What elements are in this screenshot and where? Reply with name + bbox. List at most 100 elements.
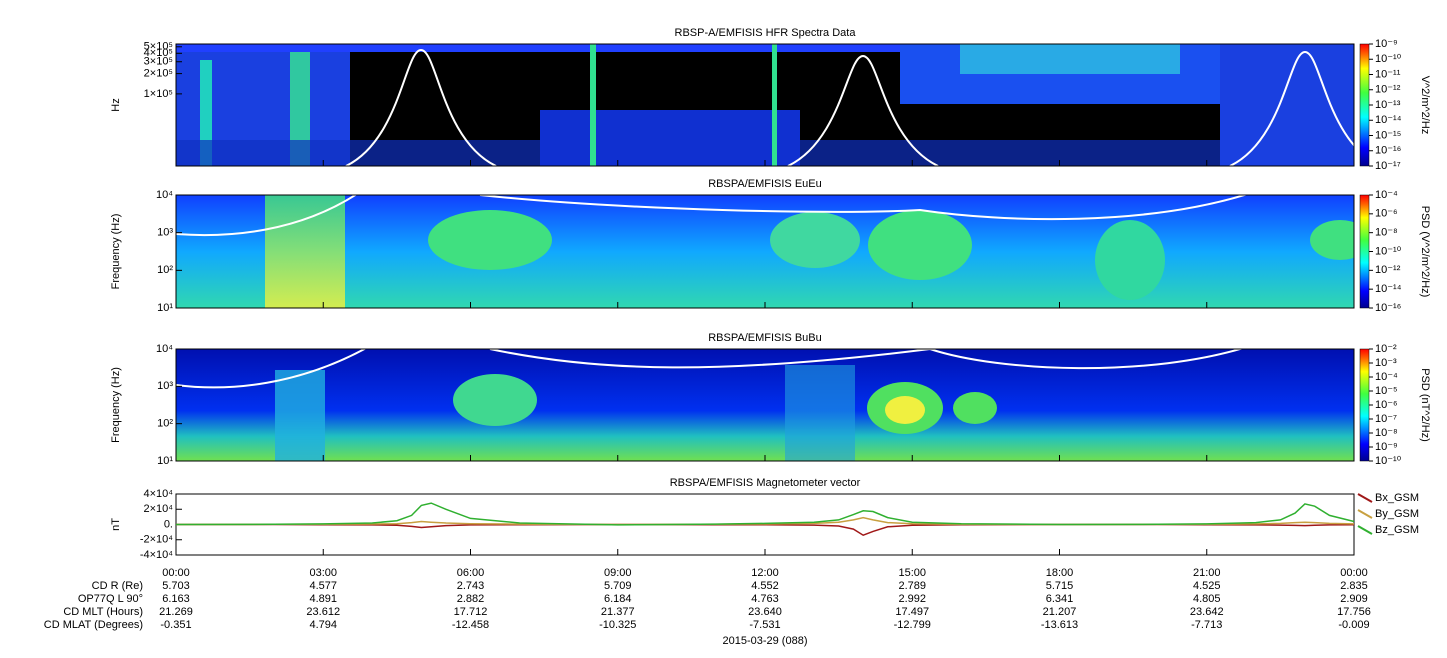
y-tick-label: 10¹ [157, 302, 173, 314]
x-tick-label: 09:00 [604, 567, 632, 579]
legend-swatch [1357, 509, 1373, 519]
ephemeris-value: -0.009 [1338, 619, 1369, 631]
ephemeris-value: -12.799 [894, 619, 931, 631]
colorbar-tick-label: 10⁻¹⁶ [1375, 302, 1401, 314]
series-line [175, 516, 1355, 526]
colorbar-label: PSD (nT^2/Hz) [1419, 368, 1431, 442]
colorbar-label: PSD (V^2/m^2/Hz) [1419, 206, 1431, 298]
chart-title: RBSPA/EMFISIS EuEu [708, 178, 822, 190]
ephemeris-value: 21.377 [601, 606, 635, 618]
colorbar-tick-label: 10⁻¹⁰ [1375, 455, 1402, 467]
x-tick-label: 00:00 [1340, 567, 1368, 579]
spectrogram-image [176, 44, 1354, 166]
x-tick-label: 00:00 [162, 567, 190, 579]
colorbar [1359, 43, 1370, 167]
legend-label: Bx_GSM [1375, 492, 1419, 504]
x-tick-label: 15:00 [898, 567, 926, 579]
y-axis-label: Hz [110, 98, 122, 111]
y-tick-label: 3×10⁵ [144, 56, 173, 68]
colorbar-tick-label: 10⁻⁸ [1375, 427, 1398, 439]
ephemeris-value: 2.882 [457, 593, 485, 605]
spectrogram-image [176, 349, 1354, 461]
ephemeris-value: 23.612 [306, 606, 340, 618]
y-tick-label: 10³ [157, 380, 173, 392]
ephemeris-value: -13.613 [1041, 619, 1078, 631]
series-line [175, 502, 1355, 526]
y-tick-label: 10⁴ [156, 343, 173, 355]
ephemeris-value: 17.497 [895, 606, 929, 618]
legend-label: By_GSM [1375, 508, 1419, 520]
y-tick-label: 0. [164, 518, 173, 530]
series-line [176, 523, 1355, 537]
colorbar-tick-label: 10⁻⁶ [1375, 208, 1398, 220]
colorbar-tick-label: 10⁻¹¹ [1375, 68, 1401, 80]
ephemeris-value: 17.712 [454, 606, 488, 618]
colorbar-tick-label: 10⁻⁴ [1375, 371, 1398, 383]
y-tick-label: 10⁴ [156, 189, 173, 201]
ephemeris-value: 4.552 [751, 580, 779, 592]
ephemeris-value: 4.525 [1193, 580, 1221, 592]
ephemeris-value: 2.909 [1340, 593, 1368, 605]
colorbar-tick-label: 10⁻⁸ [1375, 227, 1398, 239]
ephemeris-value: 17.756 [1337, 606, 1371, 618]
ephemeris-value: 6.184 [604, 593, 632, 605]
colorbar-tick-label: 10⁻⁴ [1375, 189, 1398, 201]
date-label: 2015-03-29 (088) [722, 635, 807, 647]
colorbar-tick-label: 10⁻³ [1375, 357, 1397, 369]
y-axis-label: Frequency (Hz) [110, 214, 122, 290]
ephemeris-value: 2.992 [898, 593, 926, 605]
x-tick-label: 18:00 [1046, 567, 1074, 579]
colorbar-tick-label: 10⁻⁹ [1375, 38, 1398, 50]
colorbar-label: V^2/m^2/Hz [1419, 76, 1431, 135]
colorbar-tick-label: 10⁻¹² [1375, 264, 1401, 276]
legend-label: Bz_GSM [1375, 524, 1419, 536]
ephemeris-value: 4.763 [751, 593, 779, 605]
ephemeris-value: 23.642 [1190, 606, 1224, 618]
y-tick-label: 4×10⁴ [143, 488, 173, 500]
ephemeris-label: CD MLAT (Degrees) [44, 619, 143, 631]
colorbar-tick-label: 10⁻⁷ [1375, 413, 1397, 425]
ephemeris-value: 2.835 [1340, 580, 1368, 592]
ephemeris-value: 4.577 [309, 580, 337, 592]
ephemeris-value: -0.351 [160, 619, 191, 631]
ephemeris-value: -7.713 [1191, 619, 1222, 631]
colorbar-tick-label: 10⁻¹⁰ [1375, 53, 1402, 65]
chart-title: RBSPA/EMFISIS Magnetometer vector [670, 477, 861, 489]
colorbar-tick-label: 10⁻⁶ [1375, 399, 1398, 411]
ephemeris-value: 21.269 [159, 606, 193, 618]
x-tick-label: 21:00 [1193, 567, 1221, 579]
ephemeris-value: 6.341 [1046, 593, 1074, 605]
colorbar-tick-label: 10⁻¹⁰ [1375, 245, 1402, 257]
y-tick-label: -2×10⁴ [140, 534, 173, 546]
colorbar-tick-label: 10⁻¹⁵ [1375, 129, 1401, 141]
legend-swatch [1357, 493, 1373, 503]
ephemeris-value: 21.207 [1043, 606, 1077, 618]
legend-swatch [1357, 525, 1373, 535]
x-tick-label: 06:00 [457, 567, 485, 579]
ephemeris-value: 6.163 [162, 593, 190, 605]
y-tick-label: -4×10⁴ [140, 549, 173, 561]
ephemeris-value: 23.640 [748, 606, 782, 618]
y-tick-label: 1×10⁵ [144, 88, 173, 100]
colorbar-tick-label: 10⁻¹⁶ [1375, 145, 1401, 157]
ephemeris-value: 2.789 [898, 580, 926, 592]
y-tick-label: 2×10⁵ [144, 68, 173, 80]
ephemeris-value: 4.805 [1193, 593, 1221, 605]
y-axis-label: Frequency (Hz) [110, 367, 122, 443]
ephemeris-value: -10.325 [599, 619, 636, 631]
y-tick-label: 2×10⁴ [143, 503, 173, 515]
y-tick-label: 5×10⁵ [144, 41, 173, 53]
x-tick-label: 12:00 [751, 567, 779, 579]
colorbar [1359, 348, 1370, 462]
ephemeris-value: -7.531 [749, 619, 780, 631]
ephemeris-value: -12.458 [452, 619, 489, 631]
y-tick-label: 10¹ [157, 455, 173, 467]
colorbar [1359, 194, 1370, 309]
colorbar-tick-label: 10⁻⁵ [1375, 385, 1398, 397]
y-tick-label: 10² [157, 264, 173, 276]
ephemeris-label: CD R (Re) [92, 580, 143, 592]
spectrogram-image [176, 195, 1354, 308]
ephemeris-value: 4.794 [309, 619, 337, 631]
colorbar-tick-label: 10⁻⁹ [1375, 441, 1398, 453]
colorbar-tick-label: 10⁻¹⁷ [1375, 160, 1401, 172]
